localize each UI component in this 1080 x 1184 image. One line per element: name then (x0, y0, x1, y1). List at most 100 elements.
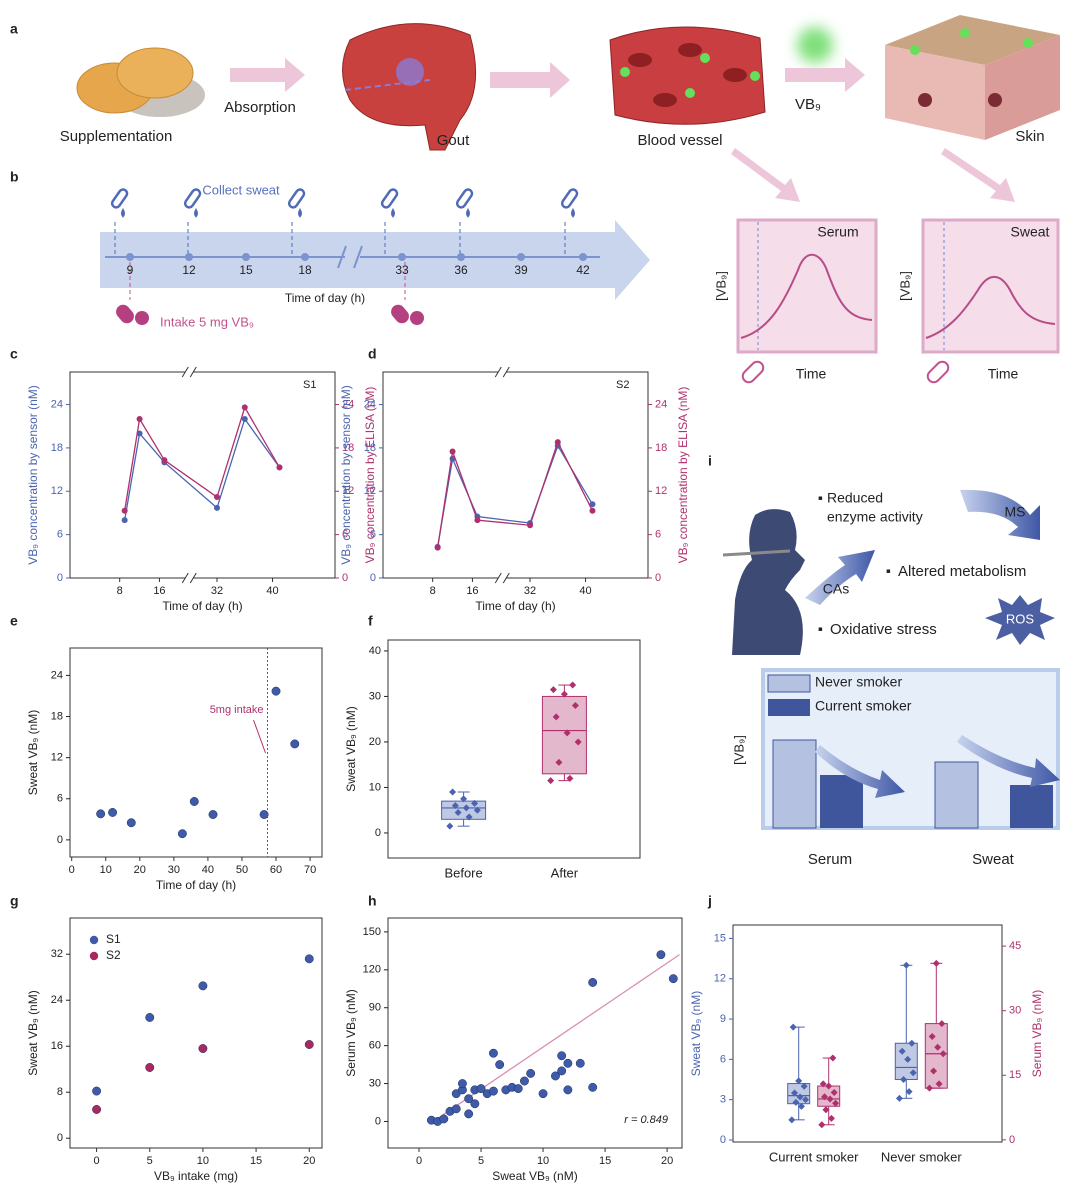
data-point (214, 504, 221, 511)
data-point (571, 702, 579, 710)
x-tick-label: 30 (168, 864, 180, 876)
annotation-text: 5mg intake (210, 704, 264, 716)
group-label: Sweat (972, 851, 1015, 868)
data-point (935, 1080, 943, 1088)
timeline-dot (457, 253, 465, 261)
axis-break (181, 572, 189, 584)
x-tick-label: Before (444, 865, 482, 880)
data-point (488, 1048, 498, 1058)
data-point (928, 1033, 936, 1041)
x-tick-label: 40 (202, 864, 214, 876)
data-point (826, 1095, 834, 1103)
cell (628, 53, 652, 67)
data-point (902, 961, 910, 969)
x-axis-label: Time of day (h) (162, 599, 242, 613)
x-tick-label: 16 (466, 585, 478, 597)
timeline-label: Time of day (h) (285, 291, 365, 305)
x-tick-label: 10 (197, 1155, 209, 1167)
data-point (241, 415, 248, 422)
panel-letter: b (10, 169, 19, 185)
data-point (800, 1082, 808, 1090)
data-point (434, 544, 441, 551)
data-point (557, 1066, 567, 1076)
legend-swatch (768, 699, 810, 716)
timeline-dot (185, 253, 193, 261)
y-tick-label: 18 (51, 442, 63, 454)
y-axis-label: Sweat VB₉ (nM) (26, 990, 40, 1075)
label: Blood vessel (637, 132, 722, 149)
y2-tick-label: 18 (655, 442, 667, 454)
timeline-tick-label: 12 (182, 263, 196, 277)
timeline-tick-label: 9 (127, 263, 134, 277)
data-point (898, 1047, 906, 1055)
inset-ylabel: [VB₉] (713, 271, 728, 301)
y2-tick-label: 45 (1009, 940, 1021, 952)
schematic-curve (740, 253, 873, 339)
inset-frame (736, 218, 878, 354)
panel-letter: j (707, 893, 712, 909)
axis-break (353, 245, 363, 269)
data-point (136, 415, 143, 422)
data-point (557, 1051, 567, 1061)
y-tick-label: 6 (57, 793, 63, 805)
data-point (908, 1039, 916, 1047)
y-tick-label: 24 (51, 994, 63, 1006)
data-point (900, 1076, 908, 1084)
intake-icons (116, 304, 424, 325)
label: Absorption (224, 99, 296, 116)
y-tick-label: 30 (369, 1077, 381, 1089)
skin-side (985, 35, 1060, 140)
x-tick-label: After (551, 865, 579, 880)
inset-title: Sweat (1011, 224, 1050, 240)
vb9-dot (620, 67, 630, 77)
data-point (189, 797, 199, 806)
y-tick-label: 18 (51, 710, 63, 722)
capsule-icon (135, 311, 149, 325)
data-point (92, 1086, 102, 1096)
x-tick-label: 0 (94, 1155, 100, 1167)
y-tick-label: 6 (57, 529, 63, 541)
data-point (462, 804, 470, 812)
panel-letter: h (368, 893, 377, 909)
panel-letter: e (10, 613, 18, 629)
capsule-icon (391, 304, 409, 324)
y-tick-label: 0 (57, 1132, 63, 1144)
data-point (451, 802, 459, 810)
series-label: S2 (616, 379, 629, 391)
data-point (574, 738, 582, 746)
y2-tick-label: 18 (342, 442, 354, 454)
data-point (589, 507, 596, 514)
timeline-dot (301, 253, 309, 261)
data-point (474, 517, 481, 524)
ros-label: ROS (1006, 611, 1035, 626)
data-point (465, 813, 473, 821)
y-tick-label: 6 (720, 1053, 726, 1065)
box (924, 1023, 948, 1089)
data-point (304, 954, 314, 964)
vb9-dot (910, 45, 920, 55)
pill (116, 47, 194, 99)
data-point (549, 686, 557, 694)
capsule-icon (410, 311, 424, 325)
y-tick-label: 6 (370, 529, 376, 541)
y-tick-label: 12 (714, 973, 726, 985)
pointer (344, 79, 431, 91)
collect-sweat-label: Collect sweat (202, 182, 280, 197)
timeline-dot (242, 253, 250, 261)
axis-break-gap (185, 576, 194, 580)
data-point (830, 1088, 838, 1096)
y2-tick-label: 24 (655, 398, 667, 410)
timeline-tick-label: 39 (514, 263, 528, 277)
data-point (575, 1058, 585, 1068)
panel-letter: d (368, 346, 377, 362)
data-point (791, 1089, 799, 1097)
data-point (563, 1058, 573, 1068)
data-point (822, 1106, 830, 1114)
box (541, 695, 587, 775)
y2-tick-label: 24 (342, 398, 354, 410)
data-point (470, 1099, 480, 1109)
y-axis-label: VB₉ concentration by sensor (nM) (26, 385, 40, 565)
data-point (241, 404, 248, 411)
y-tick-label: 0 (57, 834, 63, 846)
